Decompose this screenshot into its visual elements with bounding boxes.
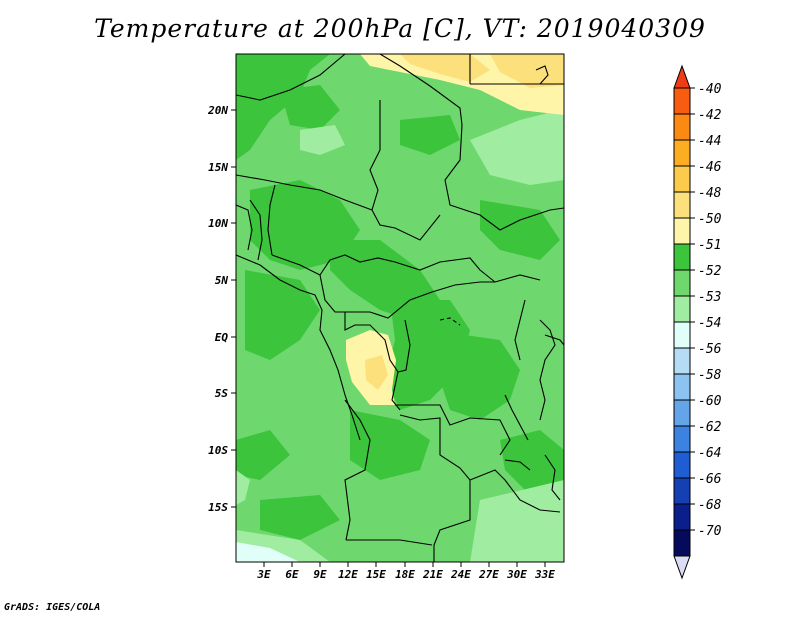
- lon-tick-label: 12E: [338, 568, 358, 581]
- map-panel: [236, 54, 564, 562]
- field-m50: [365, 54, 564, 390]
- colorbar-label: -48: [698, 186, 722, 201]
- lon-tick-label: 18E: [395, 568, 415, 581]
- lon-tick-label: 24E: [450, 568, 471, 581]
- lat-tick-label: 20N: [207, 104, 228, 117]
- colorbar-label: -54: [698, 316, 721, 331]
- colorbar-segment: [673, 399, 691, 427]
- map-frame: [235, 53, 565, 563]
- colorbar-arrow-bottom: [673, 555, 691, 580]
- colorbar-segment: [673, 113, 691, 141]
- colorbar-label: -46: [698, 160, 722, 175]
- lon-tick-label: 6E: [285, 568, 299, 581]
- field-m52: [236, 54, 564, 540]
- colorbar-label: -56: [698, 342, 722, 357]
- colorbar-segment: [673, 373, 691, 401]
- colorbar-segment: [673, 503, 691, 531]
- lat-axis: 20N 15N 10N 5N EQ 5S 10S 15S: [207, 104, 236, 514]
- colorbar-label: -58: [698, 368, 722, 383]
- colorbar-segment: [673, 269, 691, 297]
- footer-credit: GrADS: IGES/COLA: [4, 602, 101, 613]
- lon-tick-label: 27E: [478, 568, 499, 581]
- colorbar-segment: [673, 347, 691, 375]
- field-m54: [236, 100, 564, 562]
- colorbar-segment: [673, 165, 691, 193]
- lon-tick-label: 30E: [506, 568, 527, 581]
- colorbar-label: -60: [698, 394, 722, 409]
- colorbar-label: -62: [698, 420, 722, 435]
- colorbar-label: -64: [698, 446, 721, 461]
- lon-tick-label: 9E: [313, 568, 327, 581]
- lon-tick-label: 33E: [534, 568, 555, 581]
- colorbar-label: -53: [698, 290, 721, 305]
- lon-tick-label: 21E: [422, 568, 443, 581]
- colorbar-label: -70: [698, 524, 722, 539]
- colorbar-label: -51: [698, 238, 721, 253]
- lat-tick-label: 5N: [215, 274, 229, 287]
- lat-tick-label: 15N: [208, 161, 228, 174]
- colorbar-segment: [673, 217, 691, 245]
- colorbar-segment: [673, 139, 691, 167]
- colorbar-label: -68: [698, 498, 722, 513]
- colorbar-label: -66: [698, 472, 722, 487]
- map-title: Temperature at 200hPa [C], VT: 201904030…: [94, 14, 706, 43]
- lat-tick-label: 10N: [208, 217, 228, 230]
- colorbar-labels: -40 -42 -44 -46 -48 -50 -51 -52 -53 -54 -56 -58 -60 -…: [698, 82, 722, 539]
- colorbar-segment: [673, 295, 691, 323]
- colorbar: -40 -42 -44 -46 -48 -50 -51 -52 -53 -54 -56 -58 -60 -…: [673, 64, 722, 580]
- colorbar-segment: [673, 87, 691, 115]
- lon-axis: 3E 6E 9E 12E 15E 18E 21E 24E 27E 30E 33E: [256, 562, 555, 581]
- colorbar-label: -52: [698, 264, 722, 279]
- colorbar-segment: [673, 243, 691, 271]
- colorbar-segments: [673, 64, 691, 580]
- lon-tick-label: 3E: [256, 568, 271, 581]
- colorbar-label: -50: [698, 212, 722, 227]
- country-borders: [236, 54, 564, 562]
- colorbar-label: -40: [698, 82, 722, 97]
- colorbar-segment: [673, 321, 691, 349]
- colorbar-label: -42: [698, 108, 722, 123]
- coastline: [236, 254, 361, 441]
- lat-tick-label: 5S: [215, 387, 229, 400]
- field-pale: [236, 542, 300, 562]
- lon-tick-label: 15E: [366, 568, 386, 581]
- lat-tick-label: 15S: [208, 501, 228, 514]
- colorbar-segment: [673, 425, 691, 453]
- lat-tick-label: 10S: [208, 444, 228, 457]
- colorbar-segment: [673, 191, 691, 219]
- colorbar-label: -44: [698, 134, 721, 149]
- colorbar-segment: [673, 477, 691, 505]
- colorbar-arrow-top: [673, 64, 691, 89]
- colorbar-segment: [673, 451, 691, 479]
- lat-tick-label: EQ: [215, 331, 229, 344]
- colorbar-segment: [673, 529, 691, 557]
